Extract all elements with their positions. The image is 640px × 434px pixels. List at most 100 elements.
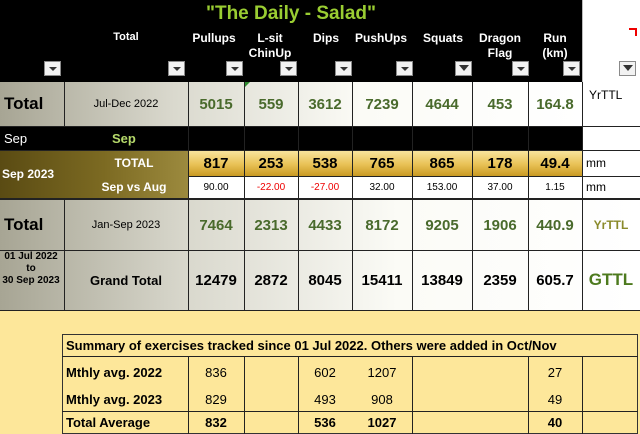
grid-line xyxy=(0,250,640,251)
row-period: Jan-Sep 2023 xyxy=(91,219,161,231)
filter-dropdown-icon[interactable] xyxy=(512,61,529,76)
sep-pullups: 817 xyxy=(188,150,244,176)
diff-squats: 153.00 xyxy=(412,176,472,198)
value-dips: 4433 xyxy=(308,216,342,234)
summary-heading: Summary of exercises tracked since 01 Ju… xyxy=(66,337,557,353)
summary-row-label: Mthly avg. 2022 xyxy=(66,364,163,380)
grand-lsit: 2872 xyxy=(254,271,288,289)
grid-line xyxy=(528,356,529,434)
sep-dips: 538 xyxy=(298,150,352,176)
summary-pullups: 832 xyxy=(205,415,227,430)
summary-run: 27 xyxy=(547,364,563,380)
grid-line xyxy=(62,411,638,412)
value-pullups: 5015 xyxy=(199,95,233,113)
value-lsit: 559 xyxy=(258,95,284,113)
diff-lsit: -22.00 xyxy=(244,176,298,198)
filter-dropdown-icon[interactable] xyxy=(280,61,297,76)
grid-line xyxy=(188,176,640,177)
row-label: Total xyxy=(4,94,44,113)
sep-run: 49.4 xyxy=(528,150,582,176)
diff-pushups: 32.00 xyxy=(352,176,412,198)
grand-date-to-word: to xyxy=(26,263,36,274)
value-squats: 4644 xyxy=(425,95,459,113)
summary-pushups: 1207 xyxy=(367,364,397,380)
header-pushups: PushUps xyxy=(354,31,407,45)
row-jul-dec-bg xyxy=(0,82,582,126)
summary-pushups: 1027 xyxy=(367,415,397,430)
diff-pullups: 90.00 xyxy=(188,176,244,198)
diff-run: 1.15 xyxy=(528,176,582,198)
summary-row-label: Total Average xyxy=(66,415,151,430)
grand-dips: 8045 xyxy=(308,271,342,289)
grid-line xyxy=(188,356,189,434)
summary-run: 49 xyxy=(547,391,563,407)
tag-yrttl: YrTTL xyxy=(582,82,640,126)
sep-unit: mm xyxy=(582,150,640,176)
cell-marker-icon xyxy=(244,82,250,88)
filter-dropdown-icon[interactable] xyxy=(335,61,352,76)
filter-dropdown-icon[interactable] xyxy=(396,61,413,76)
sep-pushups: 765 xyxy=(352,150,412,176)
value-dips: 3612 xyxy=(308,95,342,113)
value-pushups: 7239 xyxy=(365,95,399,113)
grid-line xyxy=(64,82,65,126)
grid-line xyxy=(528,82,529,310)
grand-date-range: 01 Jul 2022 to 30 Sep 2023 xyxy=(0,251,62,287)
grid-line xyxy=(244,356,245,434)
sep-lsit: 253 xyxy=(244,150,298,176)
filter-dropdown-icon[interactable] xyxy=(44,61,61,76)
header-total: Total xyxy=(113,31,139,43)
grand-date-from: 01 Jul 2022 xyxy=(4,251,58,262)
summary-dips: 493 xyxy=(314,391,336,407)
month-row-blank xyxy=(582,126,640,150)
filter-dropdown-icon[interactable] xyxy=(168,61,185,76)
grid-line xyxy=(62,356,638,357)
header-squats: Squats xyxy=(422,31,463,45)
summary-dips: 536 xyxy=(314,415,336,430)
grid-line xyxy=(352,82,353,310)
grand-pushups: 15411 xyxy=(361,271,403,289)
month-label-highlight: Sep xyxy=(112,130,136,146)
grand-total-label: Grand Total xyxy=(90,272,162,288)
grid-line xyxy=(0,198,640,200)
grid-line xyxy=(0,150,640,151)
grand-dragonflag: 2359 xyxy=(483,271,517,289)
comment-marker-icon xyxy=(629,28,637,36)
diff-unit: mm xyxy=(582,176,640,198)
sep-total-label: TOTAL xyxy=(114,156,154,170)
header-lsit: L-sit ChinUp xyxy=(248,31,292,60)
tag-gttl: GTTL xyxy=(588,270,634,289)
month-row-bg xyxy=(0,126,582,150)
grid-line xyxy=(298,82,299,310)
sep-vs-aug-label: Sep vs Aug xyxy=(101,180,167,194)
header-dragonflag: Dragon Flag xyxy=(479,31,521,60)
header-pullups: Pullups xyxy=(192,31,236,45)
tag-yrttl: YrTTL xyxy=(593,218,629,232)
grid-line xyxy=(0,310,640,311)
filter-dropdown-icon[interactable] xyxy=(563,61,580,76)
grid-line xyxy=(298,356,299,434)
summary-run: 40 xyxy=(547,415,563,430)
value-dragonflag: 453 xyxy=(487,95,513,113)
grid-line xyxy=(412,356,413,434)
filter-funnel-icon[interactable] xyxy=(455,61,472,76)
summary-row-label: Mthly avg. 2023 xyxy=(66,391,163,407)
grid-line xyxy=(582,356,583,434)
grid-line xyxy=(244,82,245,310)
value-run: 164.8 xyxy=(536,95,574,113)
row-period: Jul-Dec 2022 xyxy=(93,98,159,110)
grid-line xyxy=(412,82,413,310)
grid-line xyxy=(188,82,189,310)
grid-line xyxy=(0,126,640,127)
row-label: Total xyxy=(4,215,44,234)
grid-line xyxy=(582,82,583,310)
summary-pushups: 908 xyxy=(371,391,393,407)
sep-dragonflag: 178 xyxy=(472,150,528,176)
filter-funnel-icon[interactable] xyxy=(619,61,636,76)
filter-dropdown-icon[interactable] xyxy=(226,61,243,76)
summary-dips: 602 xyxy=(314,364,336,380)
value-dragonflag: 1906 xyxy=(483,216,517,234)
grand-pullups: 12479 xyxy=(195,271,237,289)
row-grand-bg xyxy=(0,250,640,310)
grand-squats: 13849 xyxy=(421,271,463,289)
